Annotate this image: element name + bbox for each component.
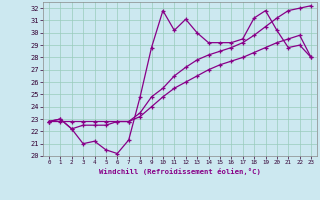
X-axis label: Windchill (Refroidissement éolien,°C): Windchill (Refroidissement éolien,°C) (99, 168, 261, 175)
